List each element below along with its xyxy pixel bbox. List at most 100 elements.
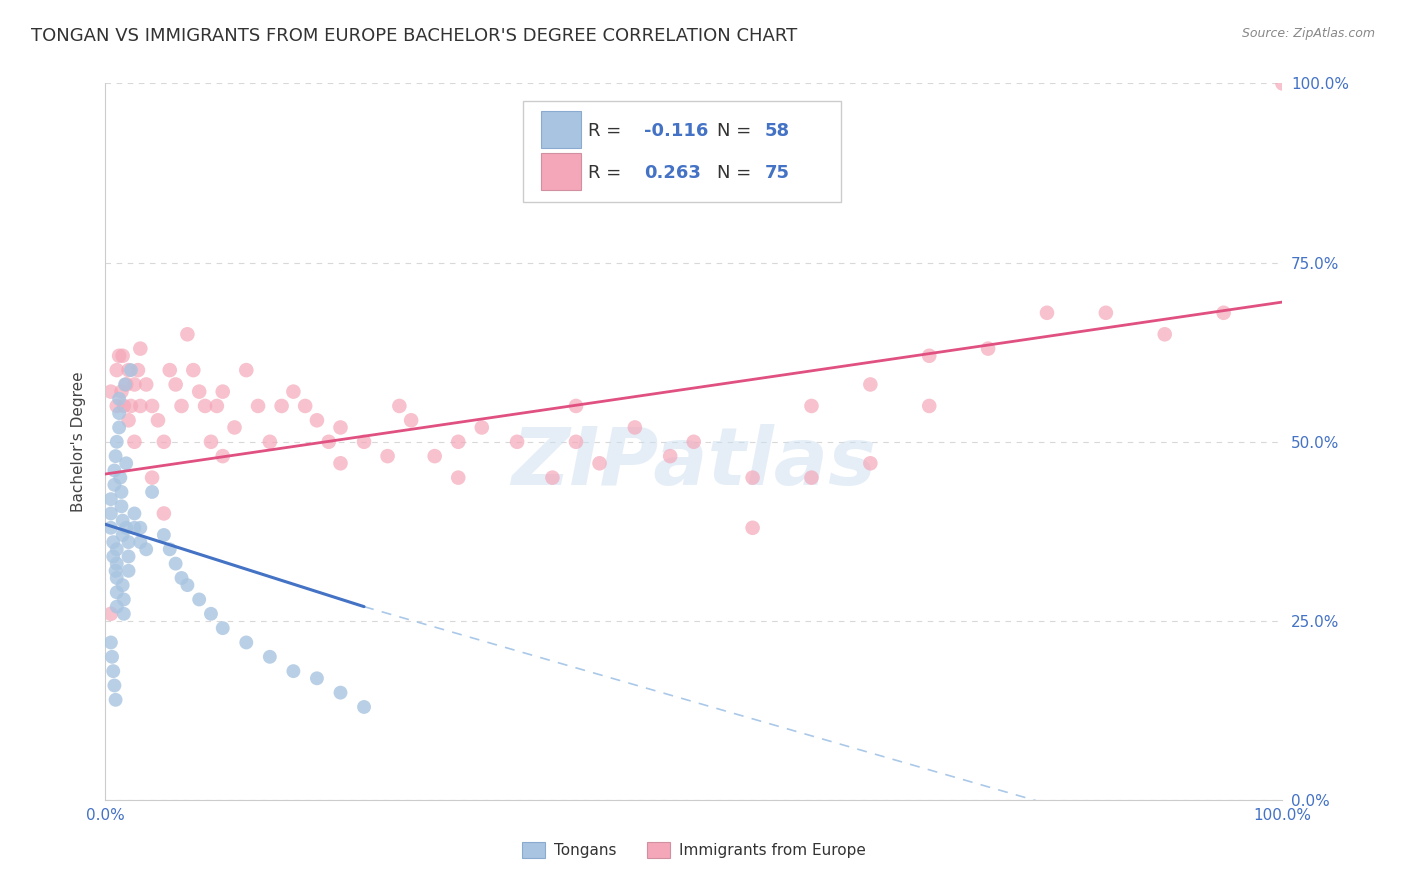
Point <box>135 542 157 557</box>
Point <box>329 456 352 470</box>
Point <box>108 406 131 420</box>
Point <box>117 549 139 564</box>
Point <box>141 470 163 484</box>
Y-axis label: Bachelor's Degree: Bachelor's Degree <box>72 371 86 512</box>
Point <box>105 542 128 557</box>
Point <box>111 528 134 542</box>
FancyBboxPatch shape <box>523 102 841 202</box>
Point <box>101 649 124 664</box>
Point <box>105 363 128 377</box>
Point <box>447 470 470 484</box>
Point <box>506 434 529 449</box>
Point <box>471 420 494 434</box>
Point <box>115 377 138 392</box>
Point <box>110 384 132 399</box>
Text: 75: 75 <box>765 164 789 182</box>
Point <box>211 621 233 635</box>
Point <box>110 500 132 514</box>
Point <box>741 521 763 535</box>
FancyBboxPatch shape <box>541 111 581 148</box>
Point <box>259 649 281 664</box>
Point <box>194 399 217 413</box>
Point <box>181 363 204 377</box>
Point <box>108 420 131 434</box>
Text: ZIPatlas: ZIPatlas <box>512 425 876 502</box>
Point <box>205 399 228 413</box>
Point <box>124 434 146 449</box>
Point <box>129 521 152 535</box>
Point <box>103 549 125 564</box>
Text: 0.263: 0.263 <box>644 164 702 182</box>
Point <box>659 449 682 463</box>
Point <box>103 463 125 477</box>
Point <box>399 413 422 427</box>
Point <box>447 434 470 449</box>
Point <box>103 535 125 549</box>
Point <box>188 592 211 607</box>
Point <box>127 363 149 377</box>
Point <box>110 470 132 484</box>
Point <box>305 413 328 427</box>
Point <box>800 399 823 413</box>
Point <box>318 434 340 449</box>
Point <box>170 399 193 413</box>
Point <box>111 349 134 363</box>
Point <box>114 377 136 392</box>
Point <box>682 434 704 449</box>
Point <box>153 434 176 449</box>
Point <box>741 470 763 484</box>
Point <box>170 571 193 585</box>
Text: N =: N = <box>717 164 758 182</box>
Point <box>283 664 305 678</box>
Point <box>1095 306 1118 320</box>
Point <box>859 377 882 392</box>
Point <box>100 521 122 535</box>
Point <box>129 535 152 549</box>
Point <box>100 507 122 521</box>
Point <box>124 521 146 535</box>
Point <box>146 413 169 427</box>
Point <box>141 485 163 500</box>
Point <box>105 557 128 571</box>
Text: Source: ZipAtlas.com: Source: ZipAtlas.com <box>1241 27 1375 40</box>
Point <box>115 456 138 470</box>
Point <box>159 542 181 557</box>
Point <box>247 399 270 413</box>
Point <box>111 514 134 528</box>
Point <box>565 399 588 413</box>
Legend: Tongans, Immigrants from Europe: Tongans, Immigrants from Europe <box>516 836 872 864</box>
Point <box>200 607 222 621</box>
Point <box>624 420 647 434</box>
FancyBboxPatch shape <box>541 153 581 190</box>
Text: N =: N = <box>717 122 758 140</box>
Point <box>117 535 139 549</box>
Point <box>353 700 375 714</box>
Point <box>100 492 122 507</box>
Point <box>588 456 610 470</box>
Point <box>108 392 131 406</box>
Point <box>120 399 142 413</box>
Point <box>1036 306 1059 320</box>
Point <box>105 585 128 599</box>
Point <box>112 592 135 607</box>
Point <box>918 399 941 413</box>
Point <box>224 420 246 434</box>
Point <box>112 399 135 413</box>
Point <box>200 434 222 449</box>
Point <box>103 477 125 491</box>
Point <box>153 528 176 542</box>
Point <box>423 449 446 463</box>
Point <box>305 671 328 685</box>
Point <box>541 470 564 484</box>
Point <box>103 678 125 692</box>
Point <box>108 349 131 363</box>
Point <box>283 384 305 399</box>
Point <box>176 327 198 342</box>
Point <box>211 384 233 399</box>
Point <box>100 607 122 621</box>
Point <box>105 599 128 614</box>
Point <box>176 578 198 592</box>
Point <box>918 349 941 363</box>
Text: -0.116: -0.116 <box>644 122 709 140</box>
Point <box>329 420 352 434</box>
